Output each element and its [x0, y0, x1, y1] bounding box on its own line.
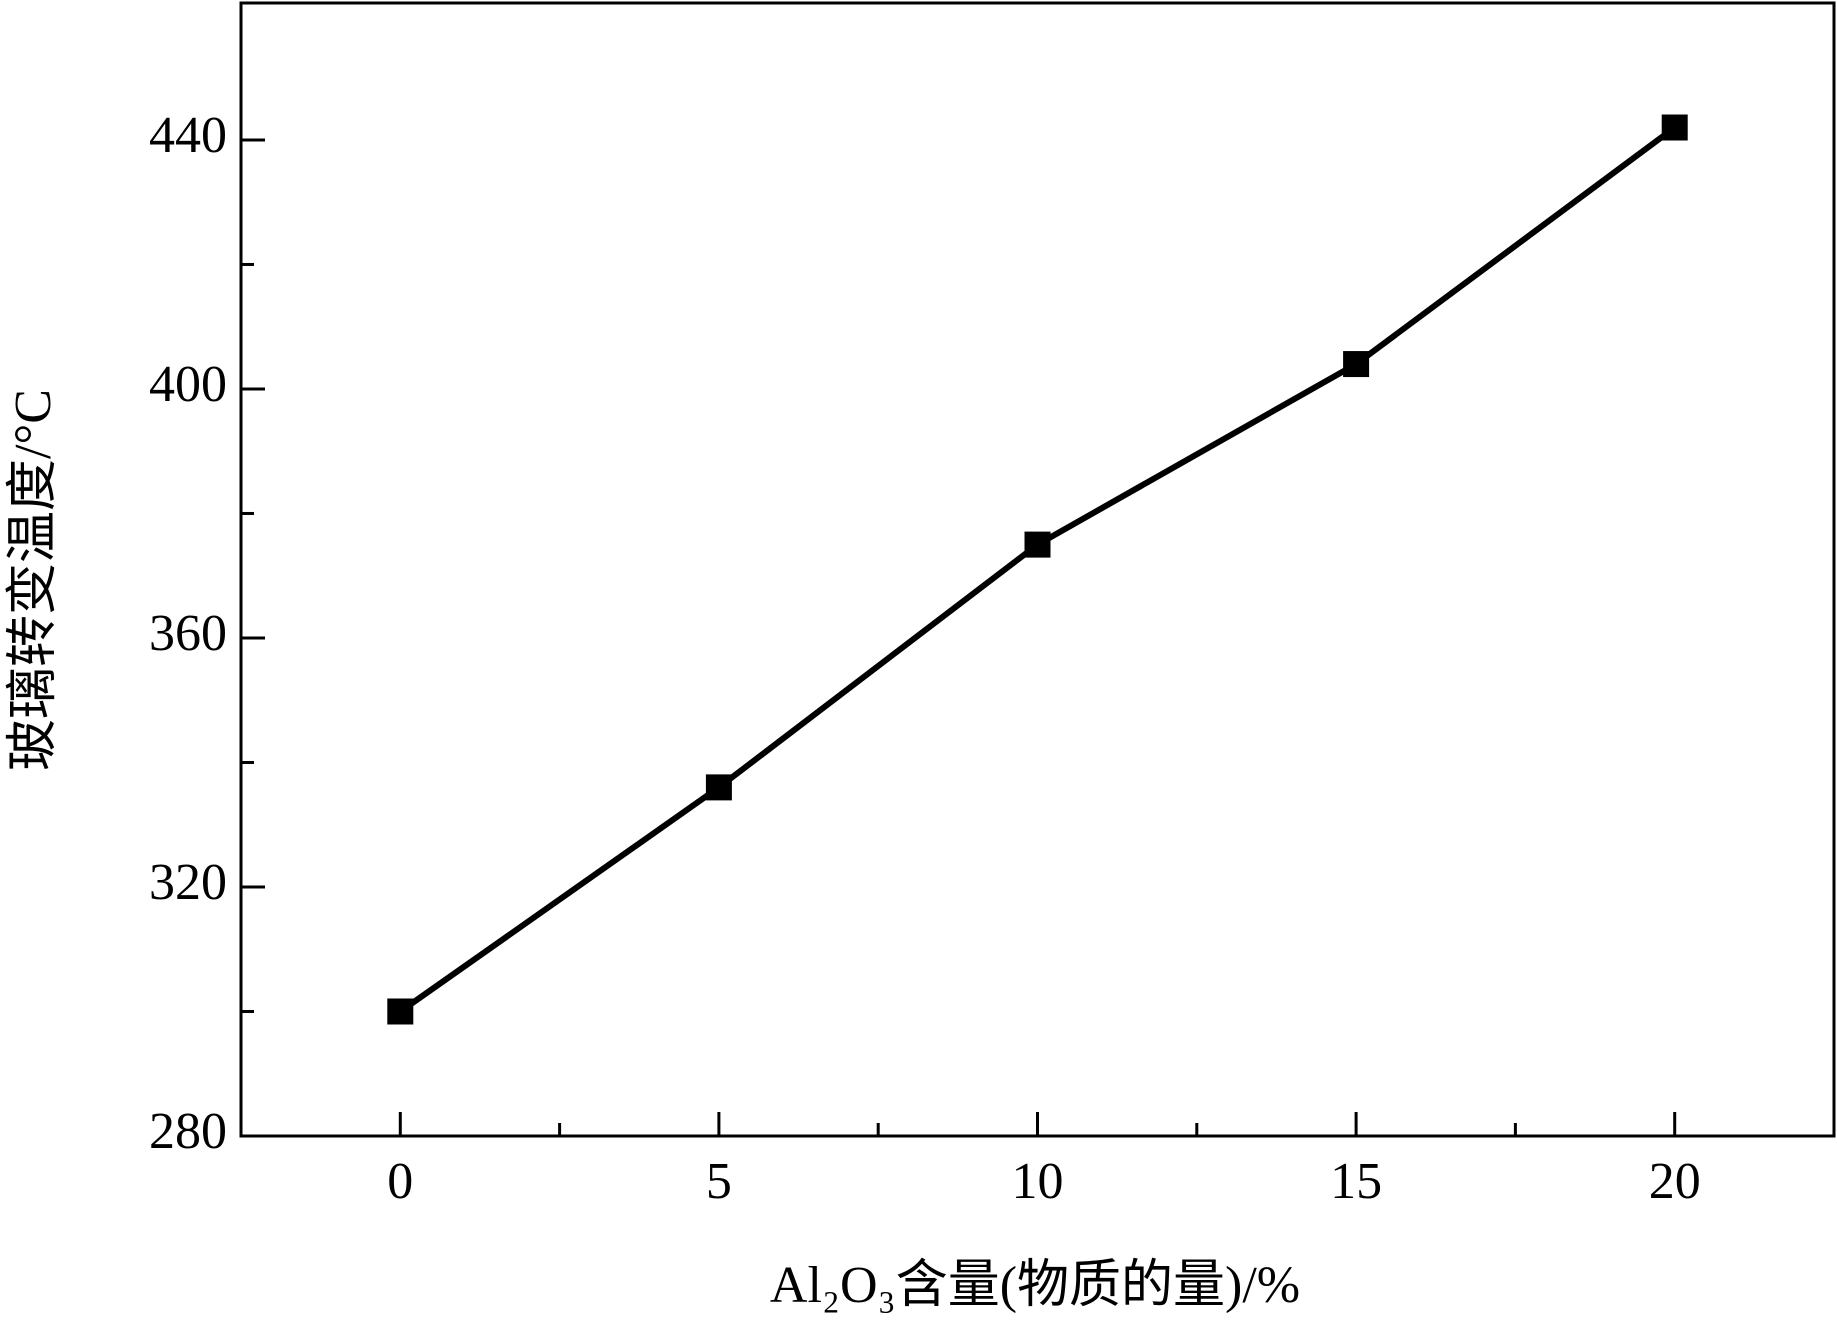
- marker: [705, 774, 732, 801]
- y-tick-label: 440: [149, 107, 227, 164]
- x-tick-label: 5: [706, 1153, 732, 1210]
- x-tick-label: 15: [1330, 1153, 1382, 1210]
- y-tick-label: 320: [149, 854, 227, 911]
- marker: [1343, 351, 1370, 378]
- y-axis-label: 玻璃转变温度/°C: [5, 389, 62, 771]
- y-tick-label: 360: [149, 605, 227, 662]
- series-line: [398, 125, 1677, 1014]
- x-tick-label: 0: [387, 1153, 413, 1210]
- marker: [1024, 531, 1051, 558]
- marker: [1661, 114, 1688, 141]
- marker: [387, 998, 414, 1025]
- x-axis-label: Al₂O₃含量(物质的量)/%: [770, 1257, 1300, 1314]
- x-tick-label: 20: [1649, 1153, 1701, 1210]
- y-tick-label: 400: [149, 356, 227, 413]
- plot-frame: [239, 1, 1836, 1138]
- x-tick-label: 10: [1012, 1153, 1064, 1210]
- y-tick-label: 280: [149, 1103, 227, 1160]
